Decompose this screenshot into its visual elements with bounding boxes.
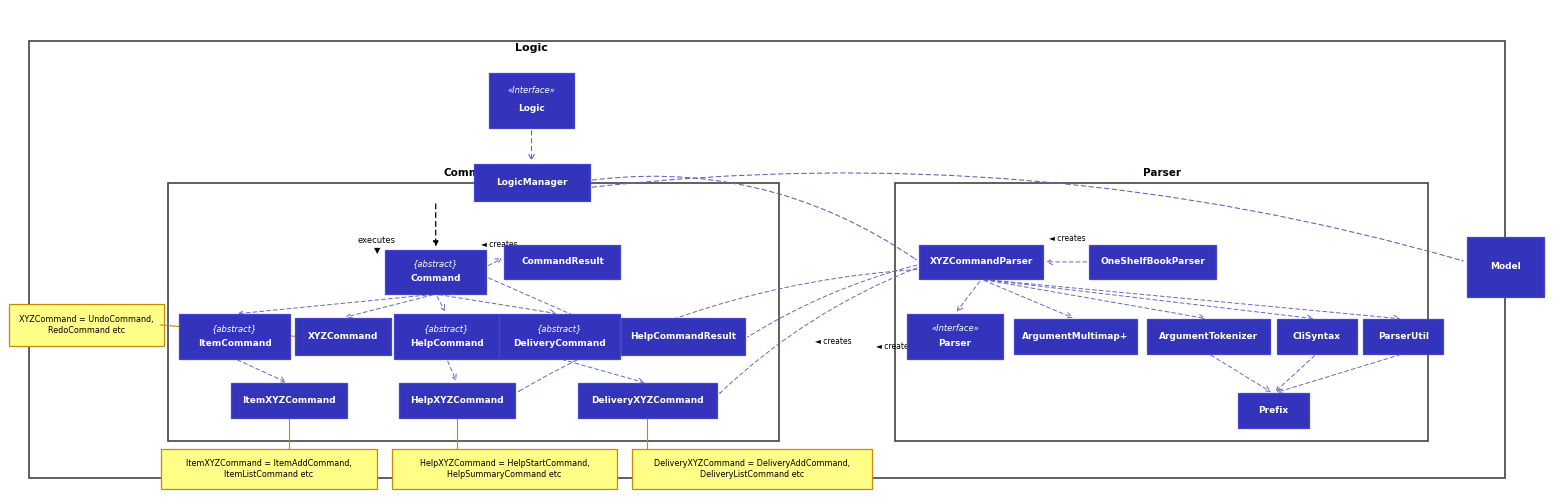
FancyBboxPatch shape xyxy=(1364,319,1443,354)
FancyArrowPatch shape xyxy=(592,173,1463,261)
Text: HelpXYZCommand = HelpStartCommand,
HelpSummaryCommand etc: HelpXYZCommand = HelpStartCommand, HelpS… xyxy=(419,459,589,479)
Text: Parser: Parser xyxy=(938,338,972,347)
Text: HelpCommandResult: HelpCommandResult xyxy=(631,332,736,341)
Text: ItemXYZCommand = ItemAddCommand,
ItemListCommand etc: ItemXYZCommand = ItemAddCommand, ItemLis… xyxy=(186,459,351,479)
Text: Command: Command xyxy=(410,274,461,283)
Text: Logic: Logic xyxy=(519,104,545,113)
Text: {abstract}: {abstract} xyxy=(424,324,469,333)
FancyBboxPatch shape xyxy=(385,250,486,294)
FancyArrowPatch shape xyxy=(576,176,916,259)
FancyBboxPatch shape xyxy=(1466,237,1544,296)
Text: Logic: Logic xyxy=(516,43,548,53)
FancyBboxPatch shape xyxy=(474,164,590,201)
Text: ItemCommand: ItemCommand xyxy=(197,338,272,347)
Text: {abstract}: {abstract} xyxy=(537,324,582,333)
FancyBboxPatch shape xyxy=(499,314,620,359)
Bar xyxy=(895,183,1427,441)
Text: OneShelfBookParser: OneShelfBookParser xyxy=(1101,257,1205,266)
Bar xyxy=(30,41,1505,478)
FancyBboxPatch shape xyxy=(179,314,290,359)
FancyBboxPatch shape xyxy=(1090,245,1216,279)
FancyArrowPatch shape xyxy=(519,269,916,391)
Text: ◄ creates: ◄ creates xyxy=(938,347,975,356)
Text: XYZCommand = UndoCommand,
RedoCommand etc: XYZCommand = UndoCommand, RedoCommand et… xyxy=(19,315,154,335)
FancyBboxPatch shape xyxy=(1277,319,1357,354)
Text: Model: Model xyxy=(1489,262,1520,271)
Text: ParserUtil: ParserUtil xyxy=(1378,332,1429,341)
Text: executes
▼: executes ▼ xyxy=(359,236,396,255)
FancyBboxPatch shape xyxy=(9,304,163,346)
Text: Parser: Parser xyxy=(1143,168,1182,178)
Text: CliSyntax: CliSyntax xyxy=(1292,332,1340,341)
Text: DeliveryXYZCommand = DeliveryAddCommand,
DeliveryListCommand etc: DeliveryXYZCommand = DeliveryAddCommand,… xyxy=(654,459,849,479)
Text: DeliveryCommand: DeliveryCommand xyxy=(512,338,606,347)
FancyBboxPatch shape xyxy=(399,383,516,418)
FancyBboxPatch shape xyxy=(632,449,871,489)
Text: ◄ creates: ◄ creates xyxy=(481,240,517,249)
FancyBboxPatch shape xyxy=(1146,319,1270,354)
FancyBboxPatch shape xyxy=(231,383,346,418)
Text: HelpCommand: HelpCommand xyxy=(410,338,483,347)
Text: ArgumentTokenizer: ArgumentTokenizer xyxy=(1159,332,1258,341)
FancyBboxPatch shape xyxy=(160,449,377,489)
FancyBboxPatch shape xyxy=(621,318,745,355)
FancyBboxPatch shape xyxy=(1014,319,1137,354)
Text: Prefix: Prefix xyxy=(1258,406,1289,415)
FancyBboxPatch shape xyxy=(505,245,620,279)
FancyBboxPatch shape xyxy=(295,318,391,355)
Bar xyxy=(168,183,780,441)
Text: ◄ creates: ◄ creates xyxy=(876,342,913,351)
FancyBboxPatch shape xyxy=(489,73,575,128)
Text: ArgumentMultimap+: ArgumentMultimap+ xyxy=(1022,332,1129,341)
Text: LogicManager: LogicManager xyxy=(495,178,567,187)
FancyBboxPatch shape xyxy=(578,383,717,418)
Text: HelpXYZCommand: HelpXYZCommand xyxy=(410,396,505,405)
Text: ItemXYZCommand: ItemXYZCommand xyxy=(242,396,335,405)
Text: «Interface»: «Interface» xyxy=(932,324,978,333)
FancyArrowPatch shape xyxy=(719,268,916,393)
FancyBboxPatch shape xyxy=(393,449,617,489)
Text: Command: Command xyxy=(444,168,502,178)
Text: {abstract}: {abstract} xyxy=(413,259,458,268)
FancyBboxPatch shape xyxy=(919,245,1044,279)
FancyArrowPatch shape xyxy=(749,265,916,337)
Text: {abstract}: {abstract} xyxy=(213,324,258,333)
Text: ◄ creates: ◄ creates xyxy=(815,337,851,346)
Text: ◄ creates: ◄ creates xyxy=(1048,234,1086,243)
Text: XYZCommand: XYZCommand xyxy=(307,332,379,341)
FancyBboxPatch shape xyxy=(394,314,499,359)
Text: XYZCommandParser: XYZCommandParser xyxy=(930,257,1033,266)
Text: DeliveryXYZCommand: DeliveryXYZCommand xyxy=(592,396,704,405)
Text: «Interface»: «Interface» xyxy=(508,86,556,95)
FancyBboxPatch shape xyxy=(1238,393,1309,428)
Text: CommandResult: CommandResult xyxy=(520,257,604,266)
FancyBboxPatch shape xyxy=(907,314,1003,359)
